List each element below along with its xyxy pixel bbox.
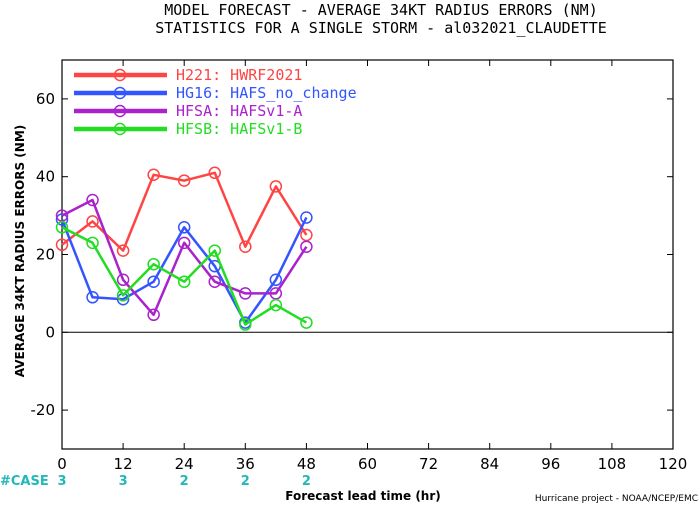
data-point (55, 213, 69, 226)
series-line (61, 171, 308, 252)
x-tick-label: 12 (114, 455, 133, 473)
series-4 (55, 221, 313, 331)
legend-entry-1: H221: HWRF2021 (74, 66, 302, 84)
y-tick-label: 60 (36, 90, 55, 108)
plot-frame (61, 59, 674, 450)
data-point (147, 308, 160, 322)
data-point (177, 221, 191, 234)
chart-title: MODEL FORECAST - AVERAGE 34KT RADIUS ERR… (164, 1, 597, 19)
data-point (116, 273, 130, 287)
data-point (208, 275, 221, 288)
data-point (55, 238, 69, 252)
legend-swatch-marker (113, 122, 127, 136)
data-point (300, 240, 313, 253)
legend-label: HFSA: HAFSv1-A (176, 102, 302, 120)
chart-subtitle: STATISTICS FOR A SINGLE STORM - al032021… (155, 19, 607, 37)
data-point (300, 228, 313, 242)
legend-label: HG16: HAFS_no_change (176, 84, 357, 102)
data-point (239, 318, 252, 331)
data-point (208, 166, 221, 180)
case-count: 3 (57, 474, 66, 489)
data-point (300, 316, 313, 329)
legend-entry-3: HFSA: HAFSv1-A (74, 102, 302, 120)
data-point (177, 236, 191, 250)
x-tick-label: 60 (358, 455, 377, 473)
y-axis-label: AVERAGE 34KT RADIUS ERRORS (NM) (13, 125, 27, 377)
legend-swatch-marker (113, 68, 127, 82)
legend-swatch-marker (113, 86, 127, 100)
data-point (147, 257, 160, 271)
x-tick-label: 108 (598, 455, 627, 473)
data-point (86, 193, 99, 207)
x-tick-label: 36 (236, 455, 255, 473)
data-point (269, 298, 283, 312)
credit-text: Hurricane project - NOAA/NCEP/EMC (535, 494, 698, 504)
y-tick-label: 40 (36, 168, 55, 186)
data-point (116, 289, 130, 302)
data-point (239, 240, 252, 253)
legend-label: HFSB: HAFSv1-B (176, 120, 302, 138)
data-point (300, 211, 313, 224)
x-tick-label: 0 (57, 455, 67, 473)
x-tick-label: 84 (480, 455, 499, 473)
data-point (86, 236, 99, 250)
plot-area: -20 0 20 40 60 0 12 24 36 48 60 72 84 96 108 120 3 3 2 2 2 H2… (31, 59, 688, 489)
series-3 (55, 193, 313, 322)
data-point (147, 275, 160, 288)
case-count: 2 (302, 474, 311, 489)
case-count: 3 (119, 474, 128, 489)
series-line (61, 226, 308, 326)
case-count: 2 (241, 474, 250, 489)
case-count: 2 (180, 474, 189, 489)
y-tick-label: 0 (45, 323, 55, 341)
case-label: #CASE (0, 474, 49, 489)
x-tick-label: 48 (297, 455, 316, 473)
legend-label: H221: HWRF2021 (176, 66, 302, 84)
x-axis-label: Forecast lead time (hr) (285, 489, 441, 503)
legend-entry-2: HG16: HAFS_no_change (74, 84, 357, 102)
data-point (208, 244, 221, 257)
data-point (269, 180, 283, 193)
legend-entry-4: HFSB: HAFSv1-B (74, 120, 302, 138)
series-line (61, 198, 308, 317)
x-tick-label: 24 (175, 455, 194, 473)
data-point (177, 174, 191, 187)
data-point (86, 215, 99, 228)
y-tick-label: 20 (36, 246, 55, 264)
data-point (239, 287, 252, 300)
data-point (86, 291, 99, 304)
data-point (269, 273, 283, 287)
y-tick-label: -20 (31, 401, 56, 419)
x-tick-label: 120 (659, 455, 688, 473)
data-point (116, 244, 130, 257)
legend-swatch-marker (113, 104, 127, 118)
x-tick-label: 72 (419, 455, 438, 473)
data-point (147, 168, 160, 182)
data-point (55, 221, 69, 234)
data-point (177, 275, 191, 288)
x-tick-label: 96 (541, 455, 560, 473)
